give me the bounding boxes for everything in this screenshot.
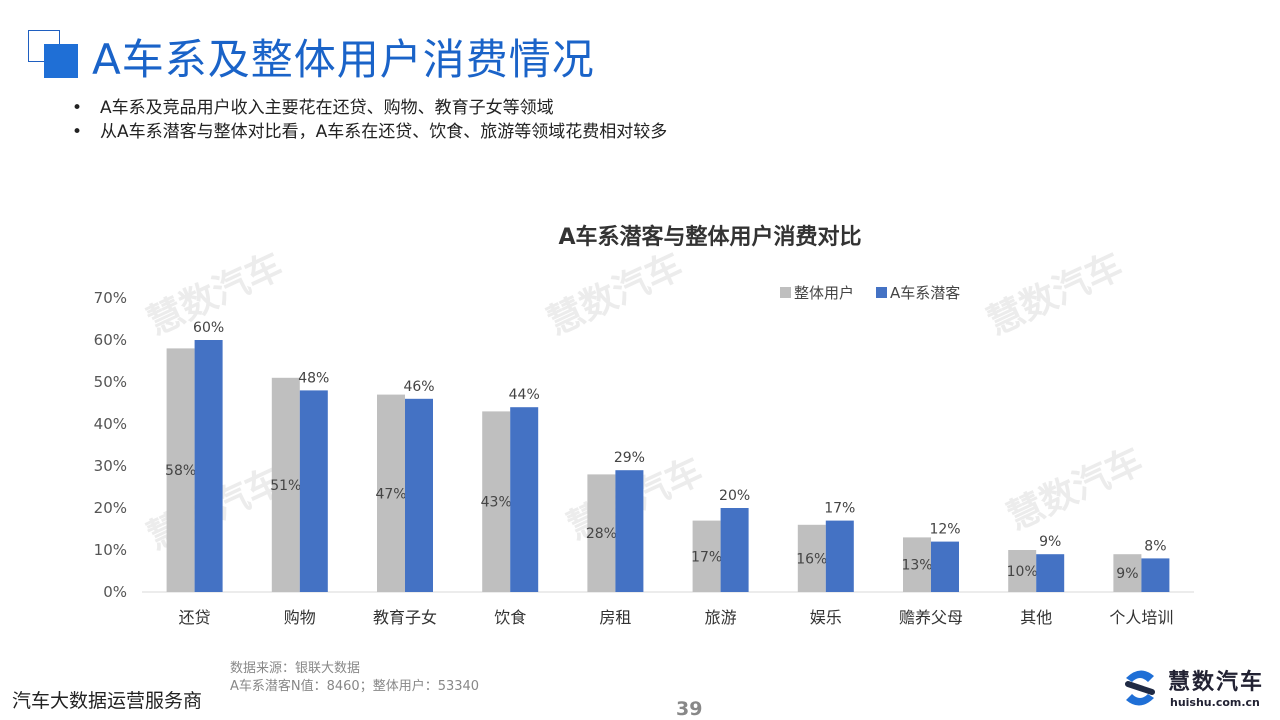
bar-a-series — [720, 508, 749, 592]
x-category-label: 个人培训 — [1109, 608, 1173, 627]
x-category-label: 房租 — [599, 608, 631, 627]
bullet-item: • 从A车系潜客与整体对比看，A车系在还贷、饮食、旅游等领域花费相对较多 — [72, 120, 667, 144]
data-label: 8% — [1144, 538, 1166, 554]
legend-label: A车系潜客 — [890, 284, 960, 302]
bar-overall — [166, 348, 195, 592]
company-logo: 慧数汽车 huishu.com.cn — [1118, 664, 1270, 714]
data-label: 43% — [481, 495, 512, 511]
bullet-dot: • — [72, 122, 83, 142]
logo-name: 慧数汽车 — [1168, 670, 1265, 695]
bar-overall — [797, 524, 826, 592]
x-category-label: 购物 — [284, 608, 316, 627]
legend-label: 整体用户 — [794, 284, 854, 302]
data-label: 47% — [375, 486, 406, 502]
bar-overall — [271, 377, 300, 592]
y-tick-label: 50% — [94, 373, 127, 391]
data-label: 9% — [1116, 566, 1138, 582]
bar-overall — [1113, 554, 1142, 592]
x-category-label: 教育子女 — [373, 608, 437, 627]
x-category-label: 娱乐 — [810, 608, 842, 627]
page-number: 39 — [676, 698, 703, 720]
x-category-label: 还贷 — [179, 608, 211, 627]
legend-swatch — [780, 287, 791, 298]
data-label: 20% — [719, 488, 750, 504]
bar-overall — [377, 394, 405, 592]
data-label: 9% — [1039, 534, 1061, 550]
watermark-text: 慧数汽车 — [541, 246, 689, 344]
data-label: 60% — [193, 320, 224, 336]
data-label: 13% — [901, 558, 932, 574]
chart-title: A车系潜客与整体用户消费对比 — [558, 224, 861, 250]
bullet-list: • A车系及竞品用户收入主要花在还贷、购物、教育子女等领域 • 从A车系潜客与整… — [72, 96, 667, 144]
data-label: 17% — [691, 549, 722, 565]
bar-a-series — [1141, 558, 1170, 592]
bar-overall — [587, 474, 616, 592]
bar-a-series — [299, 390, 328, 592]
data-label: 44% — [509, 387, 540, 403]
bar-a-series — [615, 470, 644, 592]
x-category-label: 饮食 — [494, 608, 526, 627]
y-tick-label: 30% — [94, 457, 127, 475]
watermark-text: 慧数汽车 — [981, 246, 1129, 344]
sample-size-line: A车系潜客N值：8460；整体用户：53340 — [230, 679, 480, 694]
y-tick-label: 60% — [94, 331, 127, 349]
data-source-note: 数据来源：银联大数据 A车系潜客N值：8460；整体用户：53340 — [230, 660, 479, 696]
logo-url: huishu.com.cn — [1170, 696, 1260, 709]
watermark-text: 慧数汽车 — [1001, 441, 1149, 539]
bullet-dot: • — [72, 98, 83, 118]
data-label: 10% — [1007, 564, 1038, 580]
bar-overall — [903, 537, 931, 592]
bullet-text: A车系及竞品用户收入主要花在还贷、购物、教育子女等领域 — [100, 98, 554, 118]
data-label: 12% — [929, 522, 960, 538]
x-category-label: 赡养父母 — [899, 608, 963, 627]
bar-a-series — [931, 541, 959, 592]
y-tick-label: 40% — [94, 415, 127, 433]
data-label: 46% — [403, 379, 434, 395]
data-label: 58% — [165, 463, 196, 479]
bar-overall — [1008, 550, 1037, 592]
bar-a-series — [405, 398, 433, 592]
footer-company-tagline: 汽车大数据运营服务商 — [12, 690, 203, 712]
x-category-label: 旅游 — [705, 608, 737, 627]
data-label: 51% — [270, 478, 301, 494]
title-decoration-solid — [44, 44, 78, 78]
bar-a-series — [194, 340, 223, 592]
data-label: 28% — [586, 526, 617, 542]
bar-overall — [692, 520, 721, 592]
bar-overall — [482, 411, 511, 592]
source-line: 数据来源：银联大数据 — [230, 661, 361, 676]
bar-a-series — [1036, 554, 1065, 592]
bullet-item: • A车系及竞品用户收入主要花在还贷、购物、教育子女等领域 — [72, 96, 667, 120]
x-category-label: 其他 — [1020, 608, 1052, 627]
bar-a-series — [510, 407, 539, 592]
y-tick-label: 10% — [94, 541, 127, 559]
y-tick-label: 70% — [94, 289, 127, 307]
bar-a-series — [825, 520, 854, 592]
y-tick-label: 0% — [103, 583, 127, 601]
data-label: 48% — [298, 370, 329, 386]
bullet-text: 从A车系潜客与整体对比看，A车系在还贷、饮食、旅游等领域花费相对较多 — [100, 122, 668, 142]
page-title: A车系及整体用户消费情况 — [92, 35, 595, 84]
logo-icon — [1125, 670, 1155, 706]
data-label: 16% — [796, 551, 827, 567]
data-label: 17% — [824, 501, 855, 517]
data-label: 29% — [614, 450, 645, 466]
legend-swatch — [876, 287, 887, 298]
y-tick-label: 20% — [94, 499, 127, 517]
